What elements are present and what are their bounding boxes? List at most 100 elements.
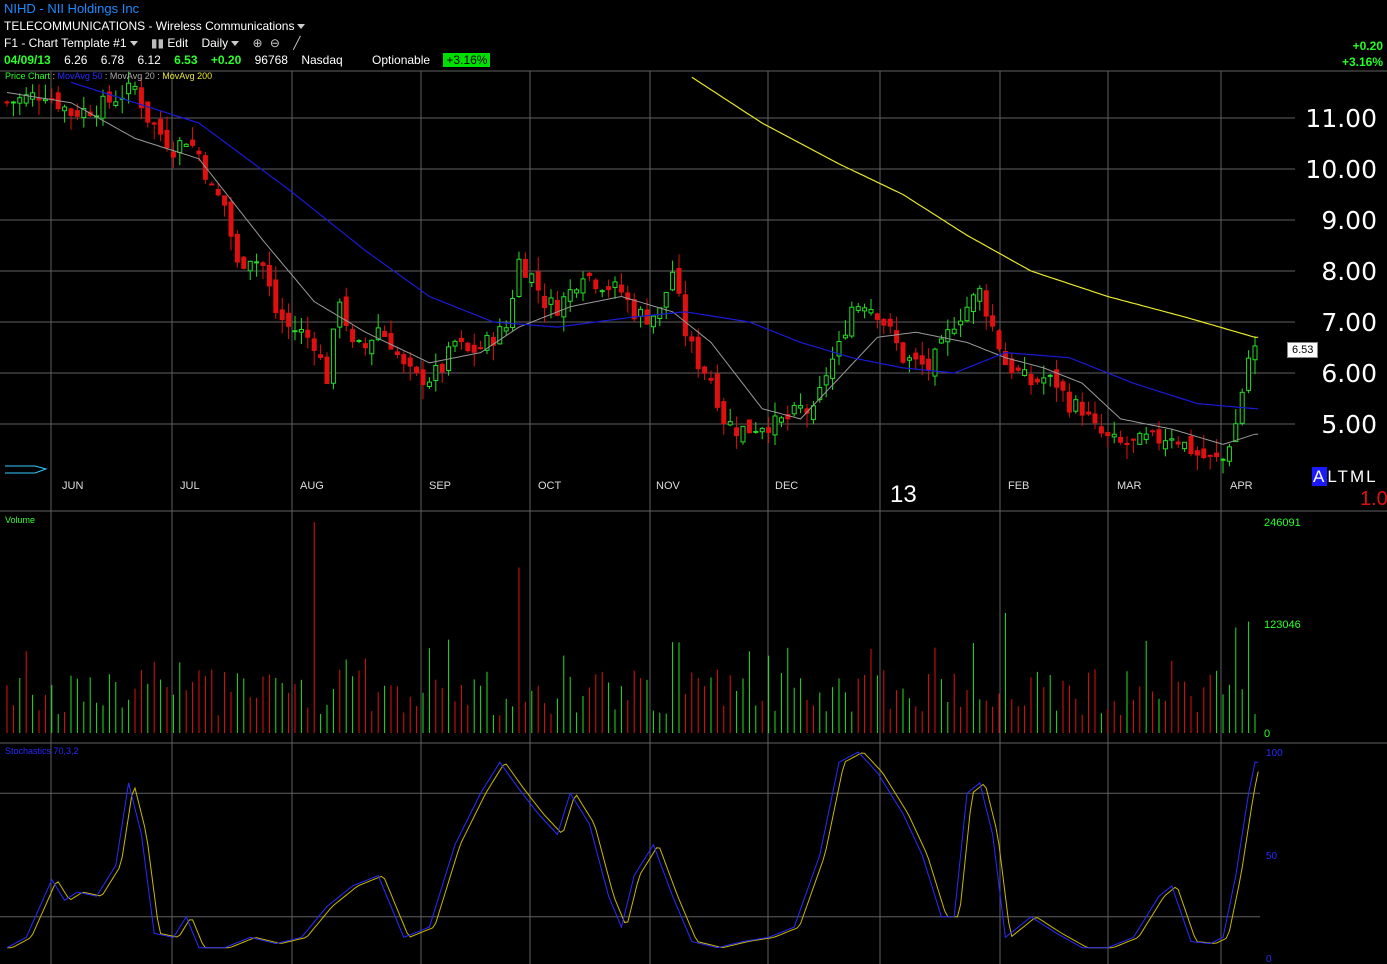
candle-body (164, 129, 170, 149)
stoch-tick-label: 0 (1266, 954, 1272, 964)
candle (926, 348, 932, 381)
candle-body (478, 347, 484, 350)
candle (42, 84, 48, 104)
candle (746, 419, 752, 434)
candle (913, 347, 919, 370)
candle-body (689, 336, 695, 342)
candle (1009, 353, 1015, 379)
candle-body (1246, 357, 1252, 391)
candle-body (548, 297, 554, 305)
candle-body (529, 273, 535, 283)
candle (234, 230, 240, 268)
ma20-label: MovAvg 20 (109, 71, 155, 81)
candle (682, 280, 688, 347)
candle-body (945, 329, 951, 343)
candle-body (1034, 378, 1040, 383)
candle-body (727, 421, 733, 426)
candle (1066, 383, 1072, 418)
candle-body (138, 87, 144, 109)
candle-body (913, 352, 919, 360)
candle-body (874, 313, 880, 320)
candle (727, 408, 733, 427)
candle-body (1182, 441, 1188, 450)
candle-body (906, 357, 912, 361)
candle (785, 405, 791, 431)
candle (804, 404, 810, 428)
candle (650, 315, 656, 334)
candle (612, 276, 618, 299)
candle-body (356, 339, 362, 342)
candle-body (849, 306, 855, 337)
candle (881, 318, 887, 335)
candle (708, 370, 714, 384)
price-legend: Price Chart : MovAvg 50 : MovAvg 20 : Mo… (5, 71, 213, 81)
draw-tool-icon[interactable]: ╱ (293, 36, 301, 50)
template-selector[interactable]: F1 - Chart Template #1 (4, 36, 138, 50)
altml-l2[interactable]: L (1366, 467, 1378, 486)
edit-button[interactable]: ▮▮ Edit (151, 36, 188, 50)
candle-body (1226, 446, 1232, 462)
ma200-line (691, 76, 1259, 338)
candle-body (542, 295, 548, 309)
candle (990, 304, 996, 332)
period-selector[interactable]: Daily (201, 36, 240, 50)
candle-body (1156, 429, 1162, 444)
candle-body (887, 318, 893, 327)
industry-selector[interactable]: TELECOMMUNICATIONS - Wireless Communicat… (4, 19, 306, 33)
candle (177, 137, 183, 166)
toolbar: F1 - Chart Template #1 ▮▮ Edit Daily ⊕ ⊖… (4, 36, 301, 50)
candle (1182, 441, 1188, 452)
altml-l[interactable]: L (1327, 467, 1338, 486)
candle (1054, 360, 1060, 403)
candle-body (1009, 358, 1015, 374)
altml-a[interactable]: A (1312, 467, 1328, 486)
candle-body (702, 366, 708, 374)
candle (1028, 365, 1034, 395)
candle-body (1111, 433, 1117, 438)
candle (1079, 392, 1085, 426)
zoom-out-icon[interactable]: ⊖ (269, 36, 280, 50)
candle-body (964, 306, 970, 322)
candle (970, 292, 976, 325)
month-tick-label: MAR (1117, 480, 1142, 492)
zoom-in-icon[interactable]: ⊕ (252, 36, 263, 50)
candle-body (1054, 369, 1060, 388)
candle-body (170, 151, 176, 158)
candle (842, 320, 848, 340)
altml-selector[interactable]: ALTML (1312, 467, 1378, 487)
candle (1162, 428, 1168, 457)
candle (932, 347, 938, 386)
ma50-line (70, 81, 1259, 410)
candle-body (938, 338, 944, 344)
candle-body (836, 341, 842, 357)
candle (862, 303, 868, 319)
candle (657, 307, 663, 327)
candle (618, 273, 624, 296)
candle-body (766, 427, 772, 433)
candle-body (497, 326, 503, 345)
candle (522, 252, 528, 278)
altml-t[interactable]: T (1337, 467, 1350, 486)
candle (356, 339, 362, 344)
candle-body (862, 307, 868, 312)
candle-body (958, 320, 964, 326)
candle (279, 297, 285, 334)
candle (1194, 446, 1200, 471)
candle-body (209, 183, 215, 186)
altml-m[interactable]: M (1349, 467, 1367, 486)
candle-body (234, 233, 240, 263)
candle-body (222, 195, 228, 206)
candle-body (970, 294, 976, 313)
candle (849, 301, 855, 339)
candle-body (554, 299, 560, 316)
candle (298, 317, 304, 345)
candle-body (567, 289, 573, 302)
candle (983, 284, 989, 330)
candle-body (919, 355, 925, 365)
candle (1169, 428, 1175, 449)
candle (1060, 378, 1066, 402)
candle-body (350, 329, 356, 343)
volume-tick-label: 246091 (1264, 517, 1301, 529)
candle (1207, 454, 1213, 470)
